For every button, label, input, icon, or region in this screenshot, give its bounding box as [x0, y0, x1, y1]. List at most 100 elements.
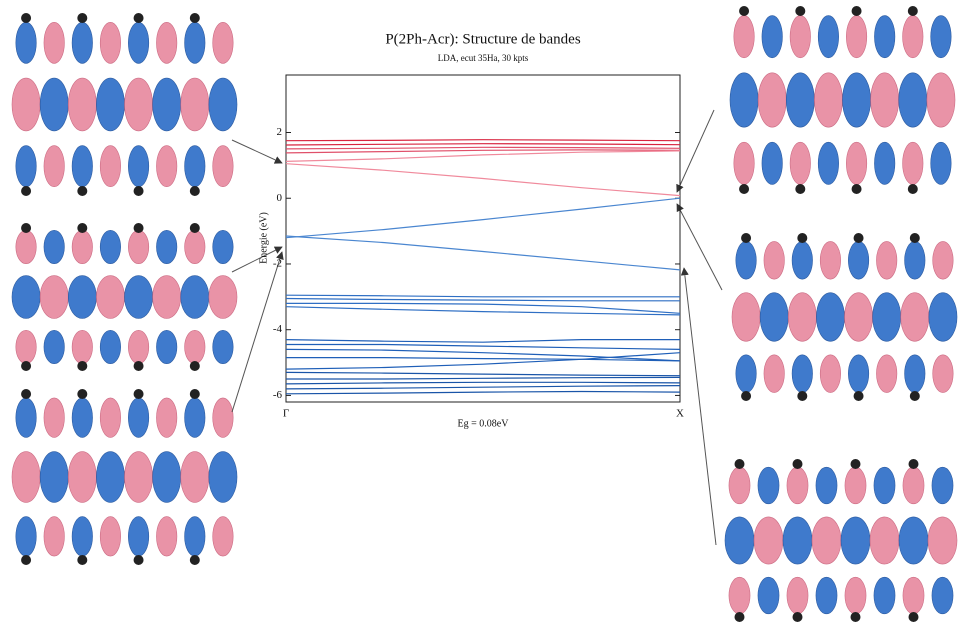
- orbital-lobe: [846, 15, 868, 59]
- orbital-lobe: [67, 77, 97, 132]
- atom: [21, 555, 32, 565]
- orbital-lobe: [876, 354, 898, 393]
- orbital-lobe: [128, 397, 150, 438]
- orbital-lobe: [761, 15, 783, 59]
- orbital-lobe: [785, 72, 815, 128]
- orbital-lobe: [782, 516, 813, 565]
- band-line: [285, 306, 681, 316]
- orbital-lobe: [39, 77, 69, 132]
- orbital-lobe: [99, 397, 121, 438]
- atom: [739, 184, 750, 194]
- atom: [797, 233, 808, 243]
- atom: [189, 13, 200, 23]
- orbital-lobe: [184, 145, 206, 188]
- atom: [133, 555, 144, 565]
- band-line: [285, 197, 681, 239]
- orbital-lobe: [874, 15, 896, 59]
- atom: [739, 6, 750, 16]
- orbital-lobe: [904, 241, 926, 280]
- orbital-lobe: [729, 72, 759, 128]
- orbital-lobe: [71, 516, 93, 557]
- orbital-lobe: [819, 241, 841, 280]
- orbital-lobe: [791, 241, 813, 280]
- orbital-lobe: [874, 141, 896, 185]
- atom: [133, 13, 144, 23]
- orbital-lobe: [180, 275, 210, 319]
- orbital-lobe: [931, 576, 954, 615]
- orbital-lobe: [208, 451, 238, 503]
- band-line: [286, 376, 681, 380]
- orbital-lobe: [15, 230, 37, 264]
- orbital-lobe: [733, 15, 755, 59]
- orbital-lobe: [728, 466, 751, 505]
- orbital-lobe: [735, 241, 757, 280]
- orbital-lobe: [930, 141, 952, 185]
- orbital-lobe: [212, 230, 234, 264]
- orbital-lobe: [128, 230, 150, 264]
- orbital-lobe: [902, 15, 924, 59]
- band-line: [285, 139, 681, 142]
- orbital-lobe: [152, 275, 182, 319]
- orbital-lobe: [759, 292, 789, 342]
- orbital-lobe: [733, 141, 755, 185]
- atom: [795, 6, 806, 16]
- arrow: [231, 246, 283, 273]
- atom: [851, 184, 862, 194]
- orbital-lobe: [67, 451, 97, 503]
- orbital-lobe: [152, 451, 182, 503]
- orbital-lobe: [15, 21, 37, 64]
- atom: [189, 555, 200, 565]
- orbital-lobe: [184, 330, 206, 364]
- orbital-lobe: [815, 576, 838, 615]
- orbital-lobe: [816, 292, 845, 342]
- atom: [851, 6, 862, 16]
- x-axis-label: Eg = 0.08eV: [458, 418, 510, 429]
- atom: [77, 186, 88, 196]
- orbital-lobe: [99, 21, 121, 64]
- x-tick-label: X: [676, 408, 684, 420]
- orbital-lobe: [786, 466, 809, 505]
- orbital-lobe: [128, 516, 150, 557]
- band-line: [285, 294, 680, 298]
- atom: [21, 186, 32, 196]
- orbital-lobe: [902, 466, 925, 505]
- atom: [77, 223, 88, 233]
- atom: [797, 391, 808, 401]
- orbital-lobe: [932, 241, 954, 280]
- orbital-lobe: [902, 141, 924, 185]
- band-line: [285, 381, 681, 385]
- orbital-lobe: [817, 141, 839, 185]
- orbital-lobe: [71, 21, 93, 64]
- atom: [907, 184, 918, 194]
- orbital-lobe: [96, 77, 125, 132]
- atom: [907, 6, 918, 16]
- orbital-lobe: [819, 354, 841, 393]
- orbital-lobe: [786, 576, 809, 615]
- orbital-lobe: [208, 77, 238, 132]
- atom: [850, 612, 861, 622]
- atom: [77, 389, 88, 399]
- atom: [734, 612, 745, 622]
- atom: [734, 459, 745, 469]
- arrows: [231, 109, 723, 546]
- orbital-lobe: [932, 354, 954, 393]
- band-line: [285, 390, 681, 395]
- orbital-lobe: [43, 145, 65, 188]
- arrow: [231, 139, 283, 164]
- orbital-lobe: [96, 451, 125, 503]
- atom: [908, 612, 919, 622]
- orbital-lobe: [71, 397, 93, 438]
- orbital-lobe: [128, 145, 150, 188]
- orbital-lobe: [156, 397, 178, 438]
- orbital-lobe: [928, 292, 958, 342]
- orbital-lobe: [212, 21, 234, 64]
- orbital-lobe: [39, 275, 69, 319]
- orbital-images: [11, 6, 958, 622]
- orbital-lobe: [39, 451, 69, 503]
- y-tick-label: 2: [277, 126, 283, 138]
- orbital-lobe: [11, 275, 41, 319]
- band-line: [285, 297, 680, 302]
- y-tick-label: -6: [273, 389, 283, 401]
- atom: [853, 233, 864, 243]
- atom: [133, 389, 144, 399]
